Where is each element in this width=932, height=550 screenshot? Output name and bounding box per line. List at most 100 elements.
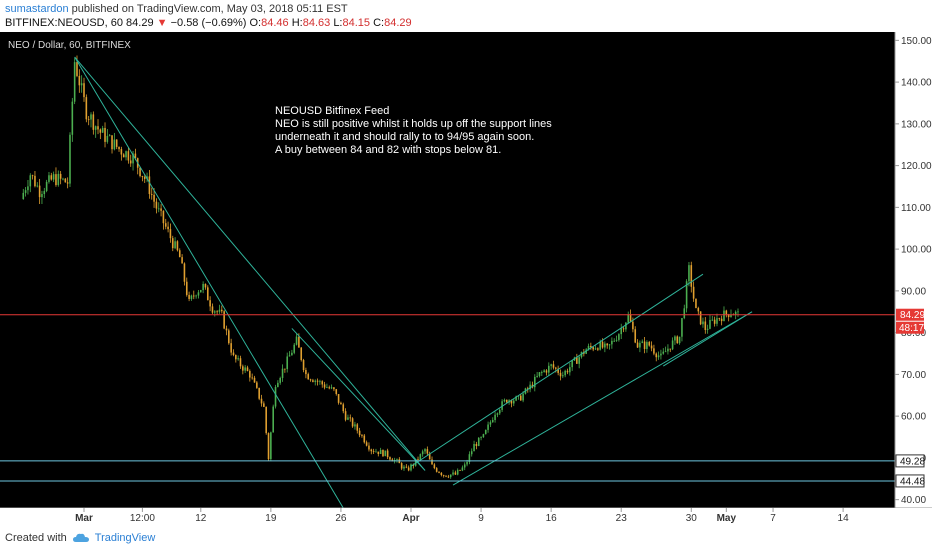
candle-body xyxy=(379,449,382,454)
candle-body xyxy=(454,472,457,475)
candle-body xyxy=(438,471,440,473)
candle-body xyxy=(484,429,487,435)
candle-body xyxy=(160,208,162,211)
candle-body xyxy=(468,454,471,462)
candle-body xyxy=(606,343,608,346)
candle-body xyxy=(653,348,655,354)
candle-body xyxy=(293,344,296,353)
level-tag-label: 44.48 xyxy=(900,476,925,487)
candle-body xyxy=(171,238,174,249)
candle-body xyxy=(489,422,492,425)
trendline[interactable] xyxy=(452,311,753,486)
candle-body xyxy=(50,175,53,180)
candle-body xyxy=(545,370,548,373)
footer: Created with TradingView xyxy=(5,532,155,544)
symbol-label: BITFINEX:NEOUSD, 60 xyxy=(5,17,123,29)
candle-body xyxy=(727,314,730,317)
candle-body xyxy=(335,389,338,395)
candle-body xyxy=(221,309,223,312)
candle-body xyxy=(251,377,253,379)
annotation-line: NEO is still positive whilst it holds up… xyxy=(275,118,552,130)
candle-body xyxy=(302,360,305,371)
candle-body xyxy=(428,453,431,460)
trendline[interactable] xyxy=(74,56,344,509)
candle-body xyxy=(737,311,739,313)
y-axis[interactable]: 150.00 140.00 130.00 120.00 110.00 100.00 90.0… xyxy=(895,36,932,506)
candle-body xyxy=(639,342,641,348)
trendline[interactable] xyxy=(291,328,426,471)
candle-body xyxy=(174,241,176,249)
candle-body xyxy=(244,367,246,371)
candle-body xyxy=(365,442,368,446)
candle-body xyxy=(512,400,515,404)
candle-body xyxy=(629,314,632,322)
candle-body xyxy=(648,342,651,346)
candle-body xyxy=(206,287,209,301)
candle-body xyxy=(314,380,317,382)
candle-body xyxy=(115,139,118,147)
candle-body xyxy=(452,472,454,475)
y-tick-label: 150.00 xyxy=(901,36,932,47)
candle-body xyxy=(599,341,601,350)
candle-body xyxy=(433,464,436,469)
candle-body xyxy=(678,336,681,344)
candle-body xyxy=(214,311,216,313)
countdown-label: 48:17 xyxy=(899,323,924,334)
candle-body xyxy=(477,437,480,446)
candle-body xyxy=(519,395,522,401)
publisher-link[interactable]: sumastardon xyxy=(5,3,69,15)
trendline[interactable] xyxy=(410,273,704,467)
candle-body xyxy=(505,399,508,403)
trendlines-layer[interactable] xyxy=(74,56,753,509)
candle-body xyxy=(272,406,274,433)
candle-body xyxy=(382,449,384,457)
candle-body xyxy=(361,435,363,436)
candle-body xyxy=(76,62,78,76)
candle-body xyxy=(590,345,592,348)
candle-body xyxy=(155,201,158,209)
candle-body xyxy=(321,381,324,385)
price-chart[interactable]: 150.00 140.00 130.00 120.00 110.00 100.00 90.0… xyxy=(0,32,932,528)
tradingview-link[interactable]: TradingView xyxy=(94,532,156,544)
candle-body xyxy=(543,370,545,373)
candle-body xyxy=(71,101,74,135)
trendline[interactable] xyxy=(662,311,753,367)
annotation-line: A buy between 84 and 82 with stops below… xyxy=(275,144,501,156)
x-tick-label: 14 xyxy=(838,513,850,524)
candle-body xyxy=(270,432,272,460)
candle-body xyxy=(260,398,263,404)
candle-body xyxy=(618,334,620,340)
candle-body xyxy=(342,404,345,412)
candle-body xyxy=(344,411,347,420)
candle-body xyxy=(421,451,424,455)
candle-body xyxy=(169,229,172,239)
candle-body xyxy=(557,368,559,373)
candle-body xyxy=(188,294,190,299)
price-axis-panel xyxy=(895,32,932,527)
candle-body xyxy=(148,176,151,195)
candle-body xyxy=(92,114,95,130)
candle-body xyxy=(199,290,202,293)
x-axis[interactable]: Mar 12:00 12 19 26 Apr 9 16 23 30 May 7 14 xyxy=(75,508,849,524)
candle-body xyxy=(288,355,291,357)
candle-body xyxy=(671,340,674,350)
candle-body xyxy=(594,348,597,350)
candle-body xyxy=(375,451,377,453)
chart-background xyxy=(0,32,895,527)
candle-body xyxy=(265,406,267,434)
candle-body xyxy=(578,357,580,364)
candle-body xyxy=(34,175,36,187)
level-tag xyxy=(896,308,924,321)
trendline[interactable] xyxy=(74,56,426,471)
candle-body xyxy=(445,475,447,477)
candle-body xyxy=(211,306,214,313)
candle-body xyxy=(601,341,604,348)
candle-body xyxy=(522,393,524,401)
candle-body xyxy=(625,322,627,330)
candle-body xyxy=(718,318,721,320)
candle-body xyxy=(295,336,298,345)
candle-body xyxy=(552,364,555,368)
candle-body xyxy=(218,309,221,312)
low-label: L: xyxy=(333,17,343,29)
candle-body xyxy=(305,370,307,375)
